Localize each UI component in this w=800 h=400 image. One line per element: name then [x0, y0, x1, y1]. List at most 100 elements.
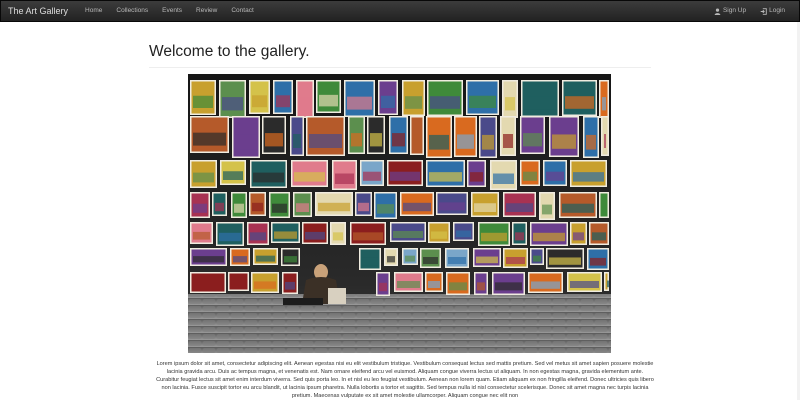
painting-detail	[256, 255, 275, 262]
painting-detail	[449, 282, 467, 291]
title-divider	[149, 67, 651, 68]
painting-detail	[523, 133, 542, 147]
painting-detail	[274, 231, 297, 239]
nav-collections[interactable]: Collections	[116, 7, 149, 14]
painting-detail	[235, 134, 257, 150]
painting-detail	[193, 203, 207, 213]
nav-events[interactable]: Events	[162, 7, 183, 14]
painting-detail	[276, 95, 290, 108]
painting-detail	[533, 255, 541, 262]
user-icon	[714, 7, 721, 15]
painting-detail	[319, 94, 338, 107]
painting-detail	[335, 173, 354, 184]
painting-detail	[405, 96, 422, 109]
painting-detail	[387, 256, 395, 263]
painting-detail	[533, 232, 565, 242]
painting-detail	[515, 232, 524, 241]
painting-detail	[403, 202, 431, 212]
painting-detail	[381, 95, 395, 108]
painting-detail	[223, 171, 243, 180]
painting-detail	[351, 133, 362, 147]
brand-link[interactable]: The Art Gallery	[8, 6, 69, 16]
painting-detail	[231, 280, 246, 288]
painting-detail	[294, 172, 325, 182]
painting-detail	[562, 203, 594, 213]
painting-detail	[377, 204, 394, 214]
painting-detail	[390, 171, 420, 181]
painting-detail	[476, 256, 498, 264]
painting-detail	[193, 231, 210, 240]
painting-detail	[604, 134, 606, 148]
painting-detail	[299, 97, 311, 111]
painting-detail	[439, 202, 465, 211]
painting-detail	[370, 133, 382, 147]
signup-link[interactable]: Sign Up	[714, 1, 746, 21]
painting-detail	[305, 231, 325, 240]
nav-right-group: Sign Up Login	[700, 1, 785, 21]
intro-paragraph: Lorem ipsum dolor sit amet, consectetur …	[156, 361, 654, 399]
painting-detail	[397, 281, 420, 288]
painting-detail	[252, 202, 263, 212]
painting-detail	[222, 97, 243, 111]
painting-detail	[590, 257, 606, 266]
painting-detail	[552, 134, 576, 149]
painting-detail	[592, 232, 606, 241]
gallery-photo	[188, 74, 611, 353]
painting-detail	[457, 134, 474, 149]
painting-detail	[602, 97, 606, 111]
nav-review[interactable]: Review	[196, 7, 218, 14]
painting-detail	[505, 97, 515, 111]
painting-detail	[482, 134, 494, 150]
painting-detail	[193, 172, 214, 183]
painting-canvas	[605, 273, 608, 290]
page-scrollbar[interactable]	[797, 22, 800, 400]
painting-detail	[542, 204, 552, 215]
painting-detail	[602, 203, 606, 213]
painting-detail	[503, 134, 513, 148]
painting-detail	[506, 203, 533, 212]
painting-detail	[470, 172, 483, 182]
painting-detail	[215, 202, 224, 212]
seated-artist	[283, 264, 346, 305]
painting-detail	[285, 281, 295, 290]
painting-detail	[363, 171, 381, 181]
painting-detail	[429, 134, 449, 150]
painting-detail	[405, 255, 415, 262]
painting-detail	[393, 231, 423, 238]
login-icon	[760, 7, 767, 15]
painting-detail	[333, 232, 343, 241]
painting-detail	[219, 232, 241, 242]
painting-detail	[523, 171, 537, 181]
painting-detail	[272, 203, 287, 213]
painting-detail	[448, 257, 466, 264]
painting-detail	[318, 202, 350, 212]
painting-detail	[428, 281, 440, 288]
nav-home[interactable]: Home	[85, 7, 103, 14]
painting-detail	[193, 95, 213, 108]
painting-detail	[252, 95, 267, 108]
painting-detail	[234, 203, 244, 213]
painting-detail	[309, 134, 342, 148]
painting-detail	[565, 96, 594, 109]
painting-detail	[347, 96, 372, 110]
main-container: Welcome to the gallery.	[149, 42, 651, 62]
painting-detail	[423, 257, 438, 264]
painting-detail	[296, 203, 309, 212]
painting-detail	[456, 230, 471, 238]
painting-detail	[430, 96, 460, 109]
painting-detail	[379, 282, 387, 292]
painting-detail	[353, 232, 383, 241]
painting-detail	[481, 232, 507, 242]
painting-detail	[193, 132, 226, 146]
painting-detail	[607, 280, 609, 288]
painting-detail	[549, 257, 581, 265]
login-link[interactable]: Login	[760, 1, 785, 21]
painting-detail	[431, 231, 447, 239]
painting-detail	[193, 256, 224, 263]
painting-detail	[546, 171, 564, 181]
painting-detail	[362, 257, 378, 266]
painting-detail	[474, 203, 496, 212]
nav-contact[interactable]: Contact	[231, 7, 254, 14]
painting-detail	[531, 281, 560, 289]
painting-detail	[193, 281, 223, 289]
